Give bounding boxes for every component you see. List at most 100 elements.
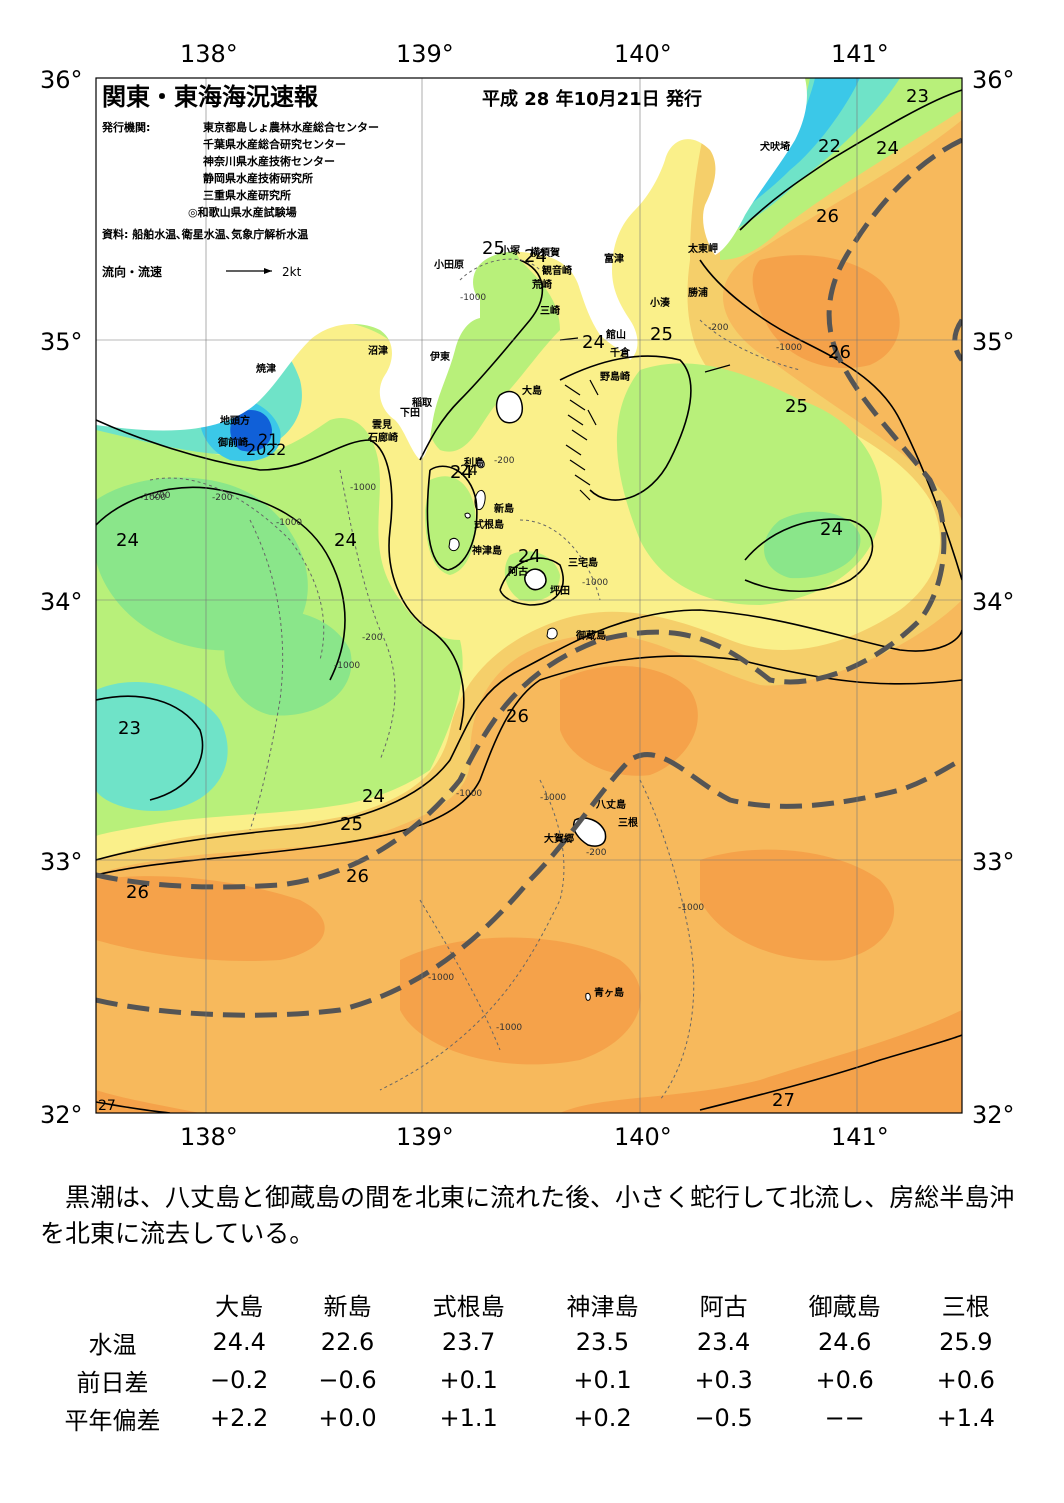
table-cell: +0.1 [439, 1366, 498, 1394]
isotherm-label: 22 [266, 440, 286, 459]
depth-label: -200 [362, 633, 383, 643]
lat-label-right: 33° [972, 848, 1015, 876]
table-row: 水温 24.4 22.6 23.7 23.5 23.4 24.6 25.9 [40, 1323, 1020, 1361]
island-miyakejima [524, 568, 547, 591]
lon-label-bottom: 140° [614, 1123, 672, 1150]
table-cell: +0.1 [573, 1366, 632, 1394]
place-name: 阿古 [508, 565, 528, 578]
isotherm-label: 27 [772, 1090, 795, 1111]
depth-label: -1000 [496, 1023, 522, 1033]
isotherm-label: 24 [334, 530, 357, 551]
depth-contours [149, 258, 801, 1101]
lon-label-top: 140° [614, 40, 672, 68]
table-header-row: 大島 新島 式根島 神津島 阿古 御蔵島 三根 [40, 1285, 1020, 1323]
depth-label: -200 [212, 493, 233, 503]
isotherm-label: 23 [906, 86, 929, 107]
coordinate-labels: 138° 139° 140° 141° 138° 139° 140° 141° … [40, 40, 1015, 1151]
depth-label: -1000 [456, 789, 482, 799]
sea-27-zone-west [96, 1090, 200, 1113]
issuer-item: 東京都島しょ農林水産総合センター [203, 120, 379, 134]
temperature-field [96, 78, 962, 1113]
issuer-item: 三重県水産研究所 [203, 188, 291, 202]
place-name: 青ヶ島 [594, 986, 624, 999]
table-cell: +1.1 [439, 1404, 498, 1432]
depth-label: -1000 [140, 493, 166, 503]
island-aogashima [585, 992, 591, 1001]
table-cell: +2.2 [210, 1404, 269, 1432]
table-cell: +0.6 [815, 1366, 874, 1394]
sea-20-suruga [230, 410, 272, 452]
place-name: 焼津 [256, 362, 276, 375]
column-header: 神津島 [566, 1292, 639, 1321]
place-name: 荒崎 [531, 278, 552, 291]
place-name: 下田 [400, 407, 420, 419]
depth-label: -200 [150, 491, 171, 501]
place-name: 大島 [522, 384, 542, 397]
depth-label: -1000 [540, 793, 566, 803]
lat-label-left: 32° [40, 1101, 83, 1129]
table-cell: +0.2 [573, 1404, 632, 1432]
table-row: 前日差 −0.2 −0.6 +0.1 +0.1 +0.3 +0.6 +0.6 [40, 1361, 1020, 1399]
sea-23-west-b [96, 681, 228, 811]
isotherm-label: 24 [450, 462, 473, 483]
depth-label: -200 [586, 848, 607, 858]
isotherm-label: 20 [246, 440, 266, 459]
table-cell: 22.6 [320, 1328, 375, 1356]
isotherm-label: 25 [650, 324, 673, 345]
summary-paragraph: 黒潮は、八丈島と御蔵島の間を北東に流れた後、小さく蛇行して北流し、房総半島沖を北… [40, 1183, 1015, 1248]
place-name: 観音崎 [542, 264, 572, 277]
table-cell: 23.5 [575, 1328, 630, 1356]
island-toshima [476, 459, 485, 469]
place-name: 八丈島 [595, 798, 626, 811]
lat-label-right: 34° [972, 588, 1015, 616]
sea-21-choshi [750, 78, 860, 205]
isotherm-labels: 23 22 24 26 26 25 24 24 25 24 24 24 24 2… [98, 86, 929, 1114]
isotherm-label: 24 [116, 530, 139, 551]
isotherm-lines [96, 89, 962, 1113]
lat-label-left: 36° [40, 66, 83, 94]
column-header: 三根 [941, 1292, 990, 1321]
table-cell: +0.6 [936, 1366, 995, 1394]
island-hachijojima [573, 817, 607, 847]
depth-label: -200 [708, 323, 729, 333]
lon-label-bottom: 139° [396, 1123, 454, 1150]
issuer-list: 東京都島しょ農林水産総合センター 千葉県水産総合研究センター 神奈川県水産技術セ… [188, 120, 379, 219]
lon-label-bottom: 138° [180, 1123, 238, 1150]
isotherm-label: 26 [816, 206, 839, 227]
place-name: 伊東 [429, 350, 450, 363]
table-cell: 23.7 [441, 1328, 496, 1356]
depth-label: -1000 [582, 578, 608, 588]
place-name: 小湊 [649, 296, 671, 309]
table-cell: 23.4 [696, 1328, 751, 1356]
issuer-label: 発行機関: [101, 120, 150, 134]
column-header: 式根島 [432, 1292, 505, 1321]
isotherm-label: 24 [460, 463, 478, 479]
lon-label-top: 141° [831, 40, 889, 68]
table-row: 平年偏差 +2.2 +0.0 +1.1 +0.2 −0.5 −− +1.4 [40, 1399, 1020, 1437]
isotherm-label: 24 [582, 332, 605, 353]
sea-23-west-c [224, 610, 352, 716]
isotherm-label: 25 [340, 814, 363, 835]
lat-label-right: 35° [972, 328, 1015, 356]
isotherm-label: 24 [518, 546, 541, 567]
current-scale-label: 2kt [282, 265, 302, 279]
column-header: 新島 [323, 1292, 372, 1321]
place-name: 式根島 [474, 518, 504, 531]
isotherm-label: 25 [785, 396, 808, 417]
map-title: 関東・東海海況速報 [102, 83, 319, 111]
issuer-item: 千葉県水産総合研究センター [203, 137, 346, 151]
island-kozushima [448, 537, 460, 552]
place-name: 犬吠埼 [760, 140, 790, 153]
place-name: 野島崎 [600, 370, 630, 383]
place-name: 雲見 [372, 419, 392, 431]
isotherm-label: 22 [818, 136, 841, 157]
isotherm-label: 26 [346, 866, 369, 887]
lat-lon-grid [96, 78, 962, 1113]
kuroshio-axis [96, 137, 962, 1018]
observation-table: 大島 新島 式根島 神津島 阿古 御蔵島 三根 水温 24.4 22.6 23.… [40, 1285, 1020, 1437]
place-name: 太東岬 [687, 242, 718, 255]
current-vectors [559, 337, 731, 501]
place-name: 小塚 [499, 244, 520, 257]
sea-27-zone [560, 1010, 962, 1113]
table-cell: −0.5 [694, 1404, 753, 1432]
